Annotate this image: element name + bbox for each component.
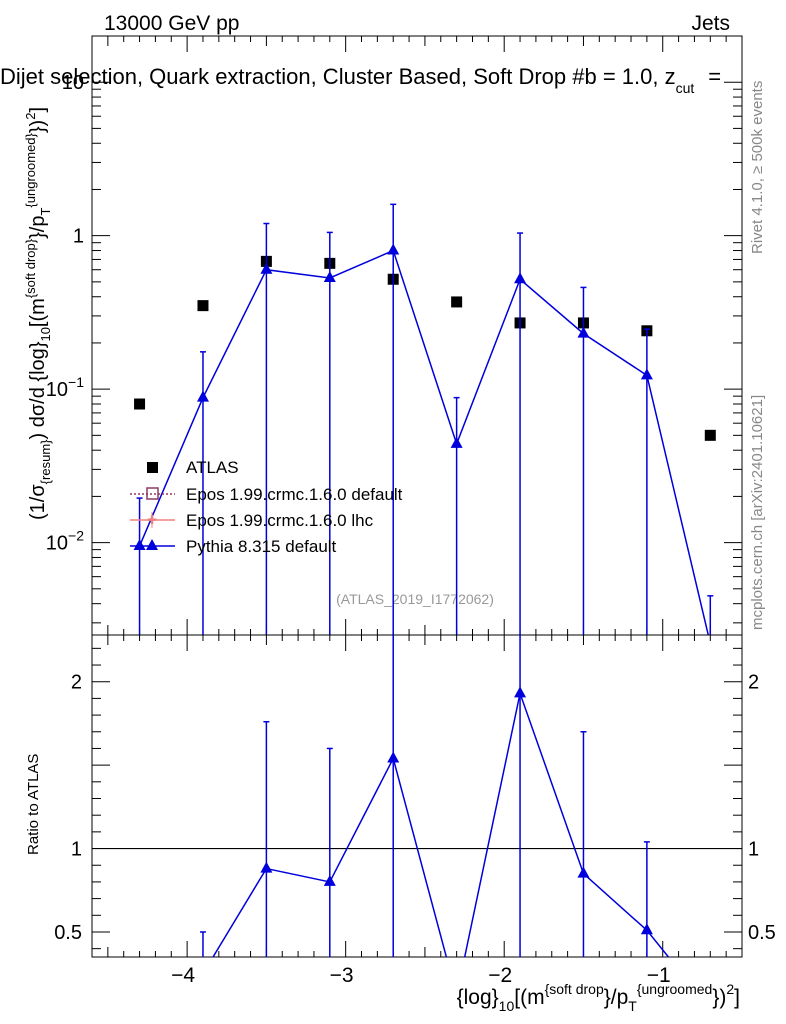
atlas-point — [134, 398, 146, 410]
rivet-label: Rivet 4.1.0, ≥ 500k events — [749, 81, 766, 254]
energy-label: 13000 GeV pp — [104, 12, 239, 35]
pythia-point — [323, 270, 336, 282]
ratio-pythia-point — [577, 866, 590, 878]
x-tick-label: −2 — [488, 964, 512, 987]
selection-title-tail: = — [708, 64, 721, 89]
selection-title: Dijet selection, Quark extraction, Clust… — [0, 64, 721, 96]
selection-title-main: Dijet selection, Quark extraction, Clust… — [0, 64, 676, 89]
ratio-y-tick-label-left: 2 — [71, 672, 82, 694]
ratio-pythia-point — [514, 686, 527, 698]
ratio-y-axis-label: Ratio to ATLAS — [25, 754, 42, 855]
atlas-point — [704, 429, 716, 441]
pythia-point — [577, 326, 590, 338]
ratio-y-tick-label-right: 0.5 — [748, 922, 776, 944]
pythia-point — [133, 539, 146, 551]
ratio-pythia-point — [134, 988, 146, 999]
atlas-point — [451, 296, 463, 308]
legend-epos-lhc-marker: ✚ — [147, 513, 157, 527]
legend-atlas-marker — [147, 462, 158, 473]
main-y-tick-label: 1 — [73, 226, 84, 248]
x-tick-label: −3 — [330, 964, 354, 987]
ratio-y-tick-label-left: 0.5 — [54, 922, 82, 944]
pythia-point — [387, 243, 400, 255]
main-data-marks — [133, 203, 716, 635]
legend: ATLAS Epos 1.99.crmc.1.6.0 default ✚ Epo… — [130, 458, 403, 556]
main-y-tick-label: 10−1 — [46, 374, 84, 401]
legend-epos-lhc-label: Epos 1.99.crmc.1.6.0 lhc — [186, 511, 374, 530]
ratio-y-tick-label-right: 2 — [748, 672, 759, 694]
main-y-tick-label: 10−2 — [46, 528, 84, 555]
atlas-point — [197, 300, 209, 312]
ratio-pythia-point — [197, 967, 209, 978]
ratio-data-marks — [92, 635, 742, 999]
pythia-point — [196, 390, 209, 402]
ratio-pythia-point — [640, 923, 653, 935]
legend-pythia-marker — [146, 539, 158, 550]
mcplots-label: mcplots.cern.ch [arXiv:2401.10621] — [749, 395, 766, 630]
x-tick-label: −4 — [171, 964, 195, 987]
main-y-axis-label: (1/σ{resum}) dσ/d {log}10[(m{soft drop}}… — [23, 107, 53, 520]
pythia-point — [260, 262, 273, 274]
analysis-watermark: (ATLAS_2019_I1772062) — [336, 591, 494, 607]
legend-pythia-label: Pythia 8.315 default — [186, 537, 337, 556]
pythia-point — [640, 368, 653, 380]
ratio-y-tick-labels: 0.5 0.5 1 1 2 2 — [54, 672, 776, 944]
ratio-pythia-line — [212, 690, 670, 957]
selection-title-sub: cut — [676, 80, 695, 96]
pythia-point — [450, 436, 463, 448]
ratio-axis-ticks — [91, 635, 743, 957]
pythia-line — [138, 249, 710, 635]
pythia-point — [514, 272, 527, 284]
legend-epos-default-label: Epos 1.99.crmc.1.6.0 default — [186, 485, 403, 504]
ratio-y-tick-label-left: 1 — [71, 839, 82, 861]
ratio-y-tick-label-right: 1 — [748, 839, 759, 861]
category-label: Jets — [691, 12, 730, 35]
x-tick-label: −1 — [647, 964, 671, 987]
ratio-pythia-point — [387, 751, 400, 763]
legend-epos-default-marker — [146, 487, 159, 500]
x-tick-labels: −4 −3 −2 −1 — [171, 964, 671, 987]
legend-atlas-label: ATLAS — [186, 458, 239, 477]
ratio-pythia-point — [323, 874, 336, 886]
ratio-pythia-point — [260, 861, 273, 873]
main-y-tick-labels: 10−2 10−1 1 10 — [46, 72, 84, 554]
ratio-panel-frame — [91, 634, 743, 958]
main-y-tick-label: 10 — [62, 72, 84, 94]
